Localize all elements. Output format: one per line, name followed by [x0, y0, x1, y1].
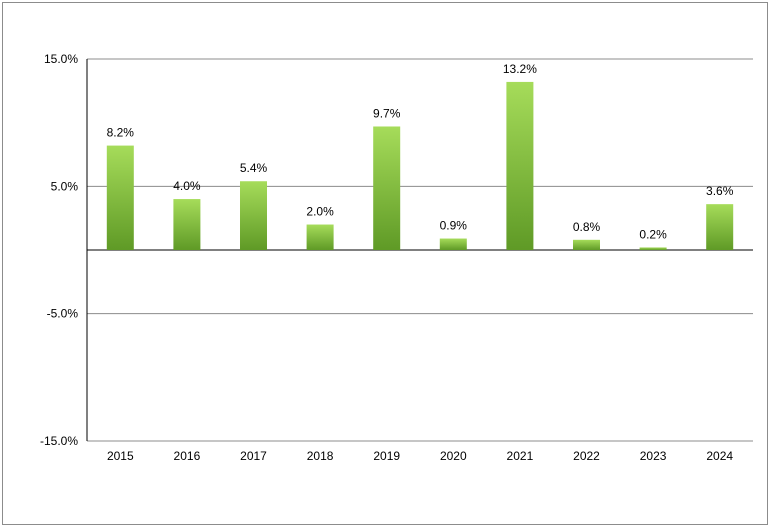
x-tick-label: 2022	[573, 449, 600, 463]
bar-2019	[373, 126, 401, 250]
y-tick-label: -15.0%	[40, 434, 78, 448]
data-label: 5.4%	[240, 161, 268, 175]
x-tick-label: 2021	[507, 449, 534, 463]
data-label: 0.8%	[573, 220, 601, 234]
x-tick-label: 2015	[107, 449, 134, 463]
data-label: 2.0%	[306, 205, 334, 219]
x-tick-label: 2024	[706, 449, 733, 463]
label-layer: 15.0% 5.0% -5.0% -15.0% 8.2% 2015 4.0% 2016 5.4%…	[40, 52, 734, 463]
data-label: 9.7%	[373, 106, 401, 120]
data-label: 8.2%	[107, 126, 135, 140]
x-tick-label: 2023	[640, 449, 667, 463]
x-tick-label: 2020	[440, 449, 467, 463]
y-tick-label: 15.0%	[44, 52, 78, 66]
bar-2018	[306, 224, 334, 250]
bar-2023	[639, 247, 667, 250]
bar-2016	[173, 199, 201, 250]
data-label: 3.6%	[706, 184, 734, 198]
data-label: 0.2%	[639, 227, 667, 241]
bar-2015	[106, 145, 134, 250]
bar-2021	[506, 81, 534, 250]
bar-2022	[573, 239, 600, 250]
bar-2024	[706, 204, 734, 250]
x-tick-label: 2019	[373, 449, 400, 463]
data-label: 4.0%	[173, 179, 201, 193]
bar-2020	[439, 238, 467, 250]
x-tick-label: 2018	[307, 449, 334, 463]
y-tick-label: 5.0%	[51, 179, 79, 193]
x-tick-label: 2016	[174, 449, 201, 463]
x-tick-label: 2017	[240, 449, 267, 463]
data-label: 0.9%	[440, 219, 468, 233]
bar-layer	[106, 81, 734, 250]
y-tick-label: -5.0%	[47, 307, 79, 321]
bar-2017	[240, 181, 267, 250]
data-label: 13.2%	[503, 62, 537, 76]
